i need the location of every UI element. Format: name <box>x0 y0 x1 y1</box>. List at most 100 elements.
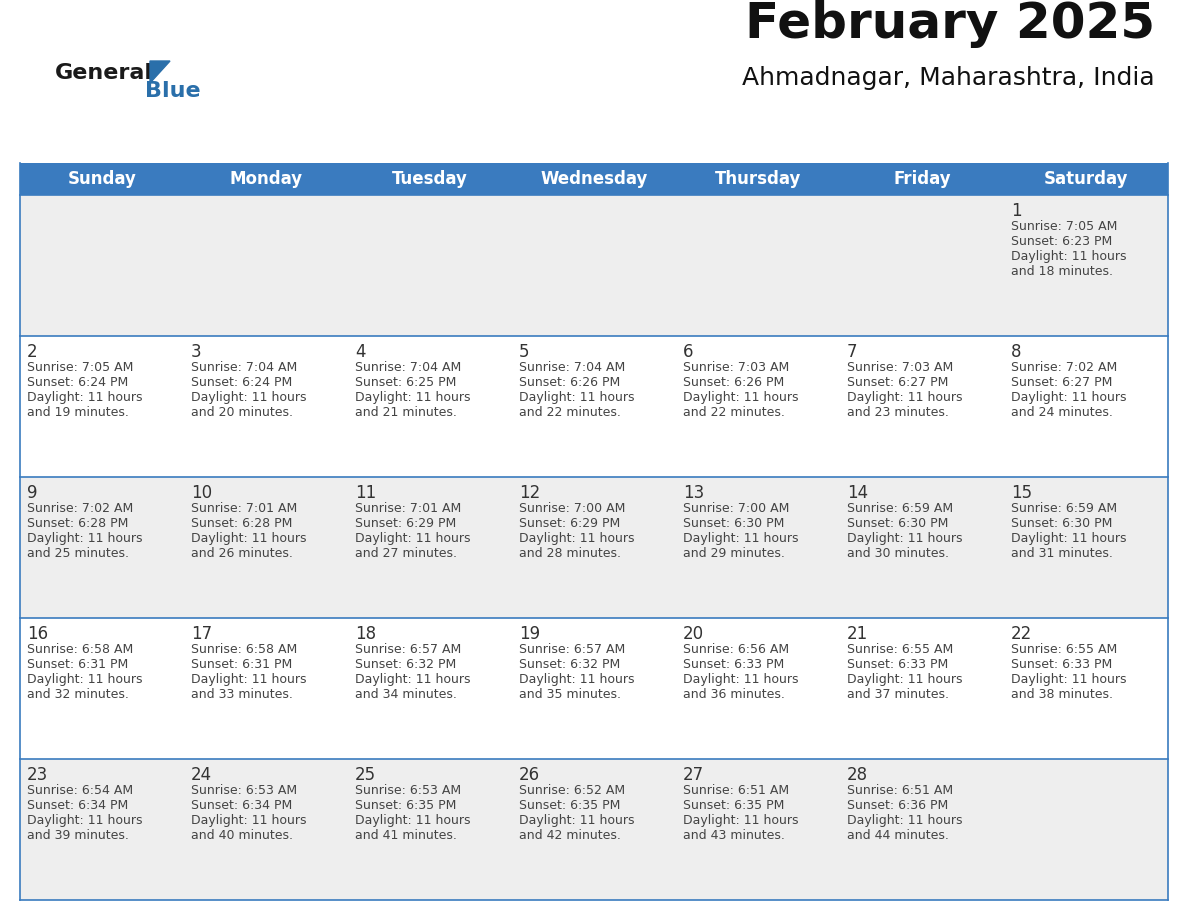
Text: General: General <box>55 63 153 83</box>
Text: 20: 20 <box>683 625 704 643</box>
Text: Sunday: Sunday <box>68 170 137 188</box>
Text: Sunrise: 6:52 AM: Sunrise: 6:52 AM <box>519 784 625 797</box>
Text: Sunrise: 7:01 AM: Sunrise: 7:01 AM <box>191 502 297 515</box>
Text: February 2025: February 2025 <box>745 0 1155 48</box>
Text: Sunset: 6:34 PM: Sunset: 6:34 PM <box>191 799 292 812</box>
Text: and 34 minutes.: and 34 minutes. <box>355 688 457 701</box>
Text: Daylight: 11 hours: Daylight: 11 hours <box>683 673 798 686</box>
Text: and 39 minutes.: and 39 minutes. <box>27 829 128 842</box>
Text: and 36 minutes.: and 36 minutes. <box>683 688 785 701</box>
Text: Sunset: 6:31 PM: Sunset: 6:31 PM <box>191 658 292 671</box>
Text: and 31 minutes.: and 31 minutes. <box>1011 547 1113 560</box>
Text: 14: 14 <box>847 484 868 502</box>
Text: 22: 22 <box>1011 625 1032 643</box>
Text: Friday: Friday <box>893 170 950 188</box>
Text: Sunset: 6:33 PM: Sunset: 6:33 PM <box>683 658 784 671</box>
Text: and 24 minutes.: and 24 minutes. <box>1011 406 1113 419</box>
Text: and 43 minutes.: and 43 minutes. <box>683 829 785 842</box>
Text: and 40 minutes.: and 40 minutes. <box>191 829 293 842</box>
Text: Sunrise: 6:59 AM: Sunrise: 6:59 AM <box>847 502 953 515</box>
Bar <box>20 163 1168 195</box>
Text: Sunrise: 7:05 AM: Sunrise: 7:05 AM <box>27 361 133 374</box>
Text: 5: 5 <box>519 343 530 361</box>
Text: Sunset: 6:28 PM: Sunset: 6:28 PM <box>27 517 128 530</box>
Text: Ahmadnagar, Maharashtra, India: Ahmadnagar, Maharashtra, India <box>742 66 1155 90</box>
Text: 13: 13 <box>683 484 704 502</box>
Text: Daylight: 11 hours: Daylight: 11 hours <box>847 532 962 545</box>
Text: and 20 minutes.: and 20 minutes. <box>191 406 293 419</box>
Text: Sunset: 6:30 PM: Sunset: 6:30 PM <box>1011 517 1112 530</box>
Text: 9: 9 <box>27 484 38 502</box>
Text: Sunset: 6:24 PM: Sunset: 6:24 PM <box>27 376 128 389</box>
Text: Daylight: 11 hours: Daylight: 11 hours <box>191 814 307 827</box>
Text: 17: 17 <box>191 625 213 643</box>
Text: Daylight: 11 hours: Daylight: 11 hours <box>519 532 634 545</box>
Text: 4: 4 <box>355 343 366 361</box>
Text: Sunrise: 6:53 AM: Sunrise: 6:53 AM <box>191 784 297 797</box>
Text: and 38 minutes.: and 38 minutes. <box>1011 688 1113 701</box>
Text: Sunset: 6:25 PM: Sunset: 6:25 PM <box>355 376 456 389</box>
Text: Sunset: 6:30 PM: Sunset: 6:30 PM <box>847 517 948 530</box>
Text: Daylight: 11 hours: Daylight: 11 hours <box>191 391 307 404</box>
Text: 10: 10 <box>191 484 213 502</box>
Text: 19: 19 <box>519 625 541 643</box>
Text: Monday: Monday <box>229 170 303 188</box>
Text: Sunset: 6:32 PM: Sunset: 6:32 PM <box>519 658 620 671</box>
Text: Daylight: 11 hours: Daylight: 11 hours <box>1011 250 1126 263</box>
Text: Daylight: 11 hours: Daylight: 11 hours <box>27 532 143 545</box>
Text: Sunrise: 6:51 AM: Sunrise: 6:51 AM <box>683 784 789 797</box>
Text: Sunset: 6:23 PM: Sunset: 6:23 PM <box>1011 235 1112 248</box>
Text: Sunset: 6:34 PM: Sunset: 6:34 PM <box>27 799 128 812</box>
Text: Daylight: 11 hours: Daylight: 11 hours <box>191 673 307 686</box>
Text: Sunset: 6:24 PM: Sunset: 6:24 PM <box>191 376 292 389</box>
Text: Daylight: 11 hours: Daylight: 11 hours <box>519 673 634 686</box>
Text: Daylight: 11 hours: Daylight: 11 hours <box>519 391 634 404</box>
Text: Sunrise: 7:02 AM: Sunrise: 7:02 AM <box>1011 361 1117 374</box>
Text: Sunset: 6:35 PM: Sunset: 6:35 PM <box>519 799 620 812</box>
Text: and 23 minutes.: and 23 minutes. <box>847 406 949 419</box>
Text: Daylight: 11 hours: Daylight: 11 hours <box>683 814 798 827</box>
Text: Blue: Blue <box>145 81 201 101</box>
Text: Saturday: Saturday <box>1044 170 1129 188</box>
Text: Daylight: 11 hours: Daylight: 11 hours <box>355 391 470 404</box>
Text: Sunset: 6:33 PM: Sunset: 6:33 PM <box>1011 658 1112 671</box>
Bar <box>20 477 1168 618</box>
Text: and 22 minutes.: and 22 minutes. <box>519 406 621 419</box>
Text: Sunrise: 6:57 AM: Sunrise: 6:57 AM <box>519 643 625 656</box>
Text: Sunset: 6:27 PM: Sunset: 6:27 PM <box>847 376 948 389</box>
Text: Sunrise: 7:00 AM: Sunrise: 7:00 AM <box>683 502 789 515</box>
Text: Sunrise: 6:58 AM: Sunrise: 6:58 AM <box>27 643 133 656</box>
Text: Daylight: 11 hours: Daylight: 11 hours <box>27 814 143 827</box>
Text: Sunrise: 6:51 AM: Sunrise: 6:51 AM <box>847 784 953 797</box>
Text: and 21 minutes.: and 21 minutes. <box>355 406 457 419</box>
Text: Sunset: 6:33 PM: Sunset: 6:33 PM <box>847 658 948 671</box>
Text: Daylight: 11 hours: Daylight: 11 hours <box>355 532 470 545</box>
Text: Sunrise: 7:03 AM: Sunrise: 7:03 AM <box>683 361 789 374</box>
Text: 3: 3 <box>191 343 202 361</box>
Text: Daylight: 11 hours: Daylight: 11 hours <box>355 673 470 686</box>
Text: 27: 27 <box>683 766 704 784</box>
Text: Sunrise: 7:04 AM: Sunrise: 7:04 AM <box>519 361 625 374</box>
Text: and 33 minutes.: and 33 minutes. <box>191 688 293 701</box>
Text: 2: 2 <box>27 343 38 361</box>
Text: and 35 minutes.: and 35 minutes. <box>519 688 621 701</box>
Text: 23: 23 <box>27 766 49 784</box>
Text: and 26 minutes.: and 26 minutes. <box>191 547 293 560</box>
Text: Sunset: 6:29 PM: Sunset: 6:29 PM <box>355 517 456 530</box>
Text: Sunrise: 7:04 AM: Sunrise: 7:04 AM <box>355 361 461 374</box>
Polygon shape <box>150 61 170 83</box>
Text: Sunrise: 6:59 AM: Sunrise: 6:59 AM <box>1011 502 1117 515</box>
Text: 25: 25 <box>355 766 377 784</box>
Text: and 19 minutes.: and 19 minutes. <box>27 406 128 419</box>
Text: Sunrise: 7:05 AM: Sunrise: 7:05 AM <box>1011 220 1118 233</box>
Text: 6: 6 <box>683 343 694 361</box>
Text: 21: 21 <box>847 625 868 643</box>
Text: and 18 minutes.: and 18 minutes. <box>1011 265 1113 278</box>
Text: Daylight: 11 hours: Daylight: 11 hours <box>191 532 307 545</box>
Text: 24: 24 <box>191 766 213 784</box>
Text: Daylight: 11 hours: Daylight: 11 hours <box>355 814 470 827</box>
Text: 1: 1 <box>1011 202 1022 220</box>
Text: Sunset: 6:30 PM: Sunset: 6:30 PM <box>683 517 784 530</box>
Text: Daylight: 11 hours: Daylight: 11 hours <box>683 532 798 545</box>
Text: Daylight: 11 hours: Daylight: 11 hours <box>1011 532 1126 545</box>
